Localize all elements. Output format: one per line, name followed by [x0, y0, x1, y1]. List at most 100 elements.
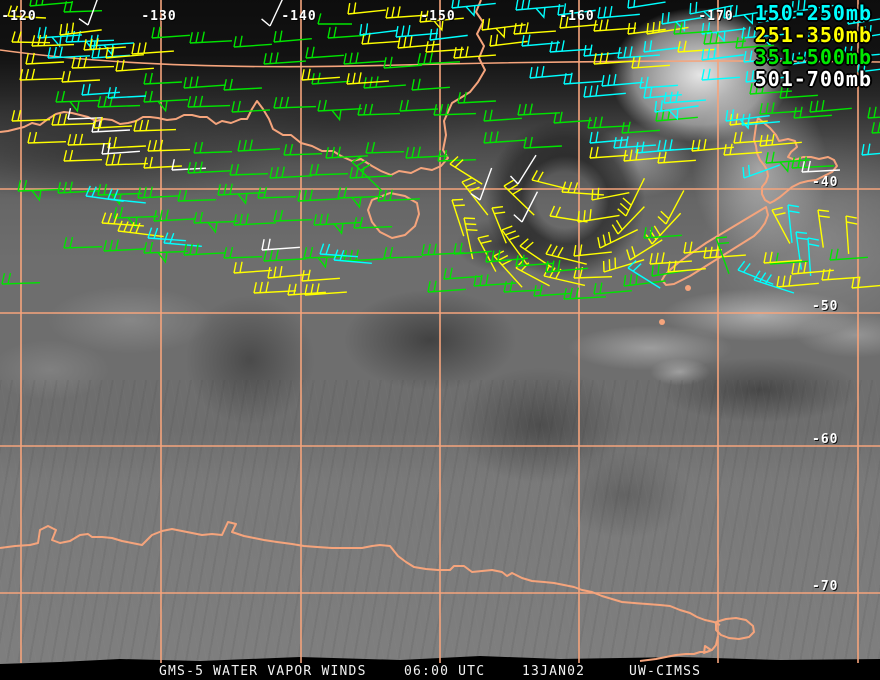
- wind-barb-c: [597, 5, 640, 19]
- wind-barb-y: [589, 146, 628, 159]
- wind-barb-g: [137, 186, 180, 199]
- wind-barb-g: [177, 189, 217, 202]
- coastline-antarctica-islet: [703, 645, 712, 654]
- wind-barb-y: [31, 34, 74, 47]
- wind-barb-g: [365, 141, 405, 154]
- stewart-island: [685, 285, 691, 291]
- wind-barb-y: [531, 170, 570, 190]
- wind-barb-g: [113, 206, 158, 229]
- legend-item-501-700mb: 501-700mb: [754, 67, 872, 91]
- wind-barb-g: [305, 46, 344, 59]
- wind-barb-g: [231, 100, 270, 113]
- coastline-nz-south-island: [661, 206, 769, 286]
- wind-barb-g: [183, 243, 226, 256]
- wind-barb-y: [733, 131, 772, 144]
- wind-barb-c: [807, 237, 820, 276]
- wind-barb-g: [703, 32, 746, 45]
- wind-barb-c: [319, 243, 358, 258]
- wind-barb-c: [563, 72, 602, 85]
- wind-barb-g: [563, 287, 606, 300]
- wind-barb-y: [591, 187, 630, 201]
- wind-barb-c: [359, 23, 398, 36]
- wind-barb-c: [757, 10, 796, 23]
- wind-barb-y: [449, 155, 483, 185]
- caption-credit: UW-CIMSS: [629, 664, 702, 679]
- wind-barb-y: [71, 56, 114, 69]
- wind-barb-g: [791, 156, 834, 169]
- wind-barb-g: [193, 141, 233, 154]
- wind-barb-c: [847, 11, 880, 25]
- wind-barb-y: [451, 198, 465, 237]
- wind-barb-c: [861, 143, 880, 156]
- wind-barb-g: [273, 209, 313, 222]
- wind-barb-c: [639, 76, 678, 89]
- wind-barb-g: [377, 189, 420, 202]
- wind-barb-y: [287, 283, 326, 296]
- wind-barb-y: [691, 138, 734, 152]
- wind-barbs: [1, 0, 880, 300]
- wind-barb-y: [845, 215, 858, 254]
- wind-barb-y: [791, 261, 834, 275]
- wind-barb-g: [829, 248, 868, 261]
- wind-barb-y: [549, 205, 588, 223]
- wind-barb-g: [343, 52, 386, 65]
- wind-barb-c: [81, 83, 120, 96]
- wind-barb-y: [626, 239, 663, 261]
- wind-barb-y: [491, 205, 507, 244]
- wind-barb-g: [223, 78, 262, 91]
- wind-barb-w: [801, 160, 840, 173]
- wind-barb-w: [78, 0, 98, 26]
- wind-barb-g: [193, 211, 238, 234]
- wind-barb-y: [25, 52, 64, 65]
- wind-barb-y: [107, 136, 146, 149]
- wind-barb-y: [7, 5, 46, 19]
- wind-barb-g: [337, 186, 382, 209]
- wind-barb-y: [763, 251, 802, 264]
- wind-barb-g: [187, 95, 230, 108]
- wind-barb-y: [101, 212, 144, 227]
- wind-barb-g: [483, 109, 522, 122]
- wind-barb-c: [791, 51, 834, 65]
- wind-barb-y: [545, 244, 587, 265]
- coastlines: [0, 0, 838, 662]
- wind-barb-c: [661, 12, 706, 32]
- wind-barb-y: [51, 113, 94, 126]
- wind-barb-g: [229, 163, 269, 176]
- wind-barb-y: [347, 2, 386, 15]
- wind-barb-g: [399, 99, 438, 112]
- wind-barb-g: [871, 121, 880, 134]
- wind-barb-c: [147, 227, 186, 242]
- chatham-island: [659, 319, 665, 325]
- wind-barb-c: [451, 0, 496, 18]
- wind-barb-c: [654, 100, 699, 121]
- wind-barb-y: [67, 133, 110, 146]
- wind-barb-g: [621, 121, 660, 134]
- wind-barb-g: [623, 273, 666, 287]
- wind-barb-c: [627, 259, 661, 289]
- wind-barb-y: [759, 133, 802, 147]
- wind-barb-c: [791, 0, 834, 13]
- wind-barb-c: [837, 45, 880, 59]
- wind-barb-g: [765, 151, 810, 173]
- wind-barb-c: [643, 40, 682, 53]
- caption-product-title: GMS-5 WATER VAPOR WINDS: [159, 664, 367, 679]
- wind-barb-y: [559, 16, 598, 29]
- wind-barb-g: [151, 26, 190, 39]
- wind-barb-g: [223, 246, 263, 259]
- wind-barb-g: [63, 0, 103, 13]
- wind-barb-g: [189, 31, 232, 44]
- wind-barb-g: [715, 236, 730, 274]
- wind-barb-g: [263, 52, 306, 65]
- wind-barb-c: [807, 30, 846, 43]
- wind-barb-g: [453, 242, 492, 255]
- wind-barb-g: [427, 280, 466, 293]
- wind-barb-g: [735, 36, 774, 49]
- wind-barb-c: [863, 25, 880, 38]
- wind-barb-g: [317, 13, 352, 25]
- wind-barb-g: [143, 72, 182, 85]
- wind-barb-y: [61, 70, 100, 83]
- wind-barb-y: [105, 153, 148, 166]
- coastline-antarctica-tail: [639, 635, 719, 662]
- coastline-antarctica: [0, 521, 721, 626]
- wind-barb-c: [753, 270, 795, 294]
